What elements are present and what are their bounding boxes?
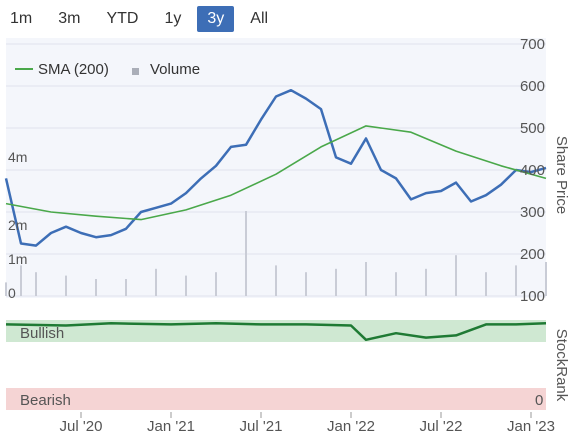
range-button-all[interactable]: All <box>250 10 269 27</box>
price-tick-label: 500 <box>520 120 545 137</box>
price-tick-label: 400 <box>520 162 545 179</box>
volume-bar <box>215 272 217 296</box>
x-tick-label: Jul '20 <box>60 418 103 434</box>
volume-bar <box>185 275 187 296</box>
volume-legend-label: Volume <box>150 61 200 78</box>
volume-bar <box>335 268 337 296</box>
x-tick-label: Jan '23 <box>507 418 555 434</box>
stockrank-series <box>5 322 547 342</box>
volume-tick-label: 2m <box>8 217 27 233</box>
bearish-label: Bearish <box>20 392 71 409</box>
volume-tick-label: 1m <box>8 251 27 267</box>
volume-bar <box>515 265 517 296</box>
price-tick-label: 100 <box>520 288 545 305</box>
stockrank-line <box>5 322 547 342</box>
share-price-axis-title: Share Price <box>553 136 570 214</box>
range-selector: 1m 3m YTD 1y 3y All <box>0 4 284 34</box>
plot-background <box>6 38 546 298</box>
price-axis: 100 200 300 400 500 600 700 <box>520 36 545 305</box>
volume-axis: 0 1m 2m 4m <box>8 149 27 301</box>
price-line <box>4 88 547 247</box>
x-tick-label: Jan '21 <box>147 418 195 434</box>
volume-bar <box>95 279 97 296</box>
volume-bar <box>305 272 307 296</box>
volume-bar <box>65 275 67 296</box>
sma-legend-label: SMA (200) <box>38 61 109 78</box>
sma-line <box>5 125 547 221</box>
stockrank-axis-title: StockRank <box>553 329 570 402</box>
volume-bar <box>425 268 427 296</box>
volume-bars <box>5 211 547 296</box>
volume-bar <box>395 272 397 296</box>
series-lines <box>4 88 547 247</box>
volume-bar <box>365 262 367 296</box>
x-axis: Jul '20 Jan '21 Jul '21 Jan '22 Jul '22 Jan '… <box>60 412 555 434</box>
legend: SMA (200) Volume <box>15 61 200 78</box>
price-tick-label: 600 <box>520 78 545 95</box>
range-button-3m[interactable]: 3m <box>58 10 81 27</box>
price-tick-label: 200 <box>520 246 545 263</box>
range-button-ytd[interactable]: YTD <box>106 10 139 27</box>
volume-legend-swatch <box>132 68 139 75</box>
range-button-3y[interactable]: 3y <box>197 6 235 32</box>
range-button-1y[interactable]: 1y <box>164 10 182 27</box>
bullish-label: Bullish <box>20 325 64 342</box>
bearish-zone <box>6 388 546 410</box>
volume-bar <box>485 272 487 296</box>
stockrank-zero-tick: 0 <box>535 392 543 409</box>
volume-bar <box>275 265 277 296</box>
price-tick-label: 300 <box>520 204 545 221</box>
volume-bar <box>245 211 247 296</box>
volume-bar <box>455 255 457 296</box>
volume-bar <box>5 282 7 296</box>
x-tick-label: Jan '22 <box>327 418 375 434</box>
volume-bar <box>35 272 37 296</box>
volume-tick-label: 4m <box>8 149 27 165</box>
x-tick-label: Jul '22 <box>420 418 463 434</box>
volume-bar <box>545 262 547 296</box>
volume-bar <box>155 268 157 296</box>
price-tick-label: 700 <box>520 36 545 53</box>
volume-bar <box>125 279 127 296</box>
volume-bar <box>20 265 22 296</box>
range-button-1m[interactable]: 1m <box>10 10 33 27</box>
x-tick-label: Jul '21 <box>240 418 283 434</box>
volume-tick-label: 0 <box>8 285 16 301</box>
